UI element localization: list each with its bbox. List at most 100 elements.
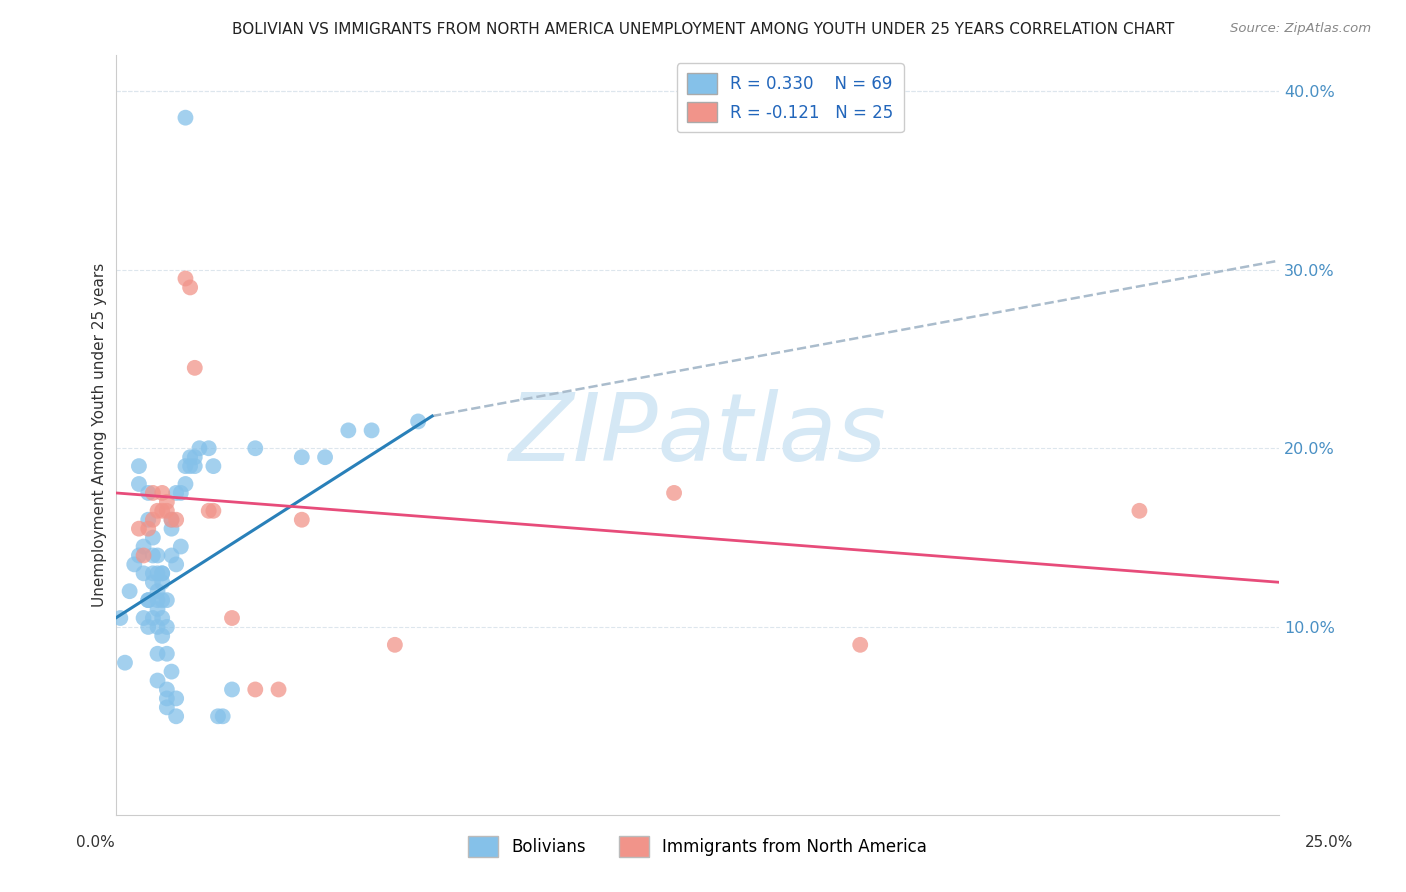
Text: 0.0%: 0.0% <box>76 836 115 850</box>
Point <box>132 611 155 625</box>
Point <box>150 593 173 607</box>
Point <box>384 638 406 652</box>
Point <box>128 522 150 536</box>
Point <box>136 513 159 527</box>
Point <box>110 611 132 625</box>
Point <box>150 504 173 518</box>
Point <box>132 549 155 563</box>
Point <box>174 477 197 491</box>
Point <box>128 549 150 563</box>
Point <box>156 700 179 714</box>
Point <box>146 593 169 607</box>
Point <box>165 709 187 723</box>
Point <box>150 611 173 625</box>
Point <box>150 486 173 500</box>
Point <box>221 611 243 625</box>
Point <box>202 504 225 518</box>
Point <box>165 691 187 706</box>
Point <box>150 566 173 581</box>
Point <box>146 504 169 518</box>
Point <box>136 593 159 607</box>
Point <box>174 271 197 285</box>
Point <box>221 682 243 697</box>
Point <box>142 531 165 545</box>
Point <box>118 584 141 599</box>
Point <box>136 593 159 607</box>
Point <box>136 522 159 536</box>
Point <box>160 665 183 679</box>
Point <box>184 459 207 474</box>
Point <box>156 620 179 634</box>
Point <box>245 682 267 697</box>
Point <box>207 709 229 723</box>
Point <box>160 513 183 527</box>
Y-axis label: Unemployment Among Youth under 25 years: Unemployment Among Youth under 25 years <box>93 263 107 607</box>
Point <box>160 549 183 563</box>
Point <box>156 593 179 607</box>
Point <box>197 504 219 518</box>
Point <box>406 414 429 428</box>
Point <box>188 442 211 456</box>
Point <box>146 673 169 688</box>
Point <box>124 558 146 572</box>
Point <box>179 280 201 294</box>
Point <box>142 486 165 500</box>
Point <box>165 513 187 527</box>
Point <box>150 575 173 590</box>
Point <box>662 486 685 500</box>
Point <box>179 450 201 465</box>
Point <box>179 459 201 474</box>
Point <box>197 442 219 456</box>
Point <box>160 522 183 536</box>
Point <box>146 584 169 599</box>
Point <box>160 513 183 527</box>
Point <box>165 486 187 500</box>
Text: BOLIVIAN VS IMMIGRANTS FROM NORTH AMERICA UNEMPLOYMENT AMONG YOUTH UNDER 25 YEAR: BOLIVIAN VS IMMIGRANTS FROM NORTH AMERIC… <box>232 22 1174 37</box>
Point <box>156 682 179 697</box>
Text: ZIPatlas: ZIPatlas <box>509 389 886 481</box>
Point <box>142 575 165 590</box>
Point <box>170 486 193 500</box>
Point <box>132 566 155 581</box>
Point <box>136 486 159 500</box>
Point <box>202 459 225 474</box>
Point <box>211 709 233 723</box>
Point <box>142 513 165 527</box>
Point <box>267 682 290 697</box>
Point <box>184 360 207 375</box>
Point <box>174 459 197 474</box>
Text: 25.0%: 25.0% <box>1305 836 1353 850</box>
Point <box>136 620 159 634</box>
Point <box>132 540 155 554</box>
Point <box>114 656 136 670</box>
Point <box>337 423 360 437</box>
Point <box>150 629 173 643</box>
Legend: R = 0.330    N = 69, R = -0.121   N = 25: R = 0.330 N = 69, R = -0.121 N = 25 <box>678 63 904 133</box>
Point <box>142 549 165 563</box>
Point <box>291 450 314 465</box>
Point <box>245 442 267 456</box>
Point <box>146 647 169 661</box>
Point <box>314 450 336 465</box>
Point <box>142 566 165 581</box>
Point <box>156 647 179 661</box>
Point <box>156 504 179 518</box>
Point <box>146 620 169 634</box>
Point <box>150 566 173 581</box>
Point <box>184 450 207 465</box>
Text: Source: ZipAtlas.com: Source: ZipAtlas.com <box>1230 22 1371 36</box>
Point <box>128 459 150 474</box>
Point <box>128 477 150 491</box>
Point <box>360 423 382 437</box>
Point <box>146 549 169 563</box>
Point <box>146 566 169 581</box>
Point <box>156 691 179 706</box>
Point <box>291 513 314 527</box>
Point <box>156 495 179 509</box>
Point <box>165 558 187 572</box>
Point <box>174 111 197 125</box>
Point <box>146 602 169 616</box>
Point <box>849 638 872 652</box>
Point <box>1128 504 1150 518</box>
Point <box>142 611 165 625</box>
